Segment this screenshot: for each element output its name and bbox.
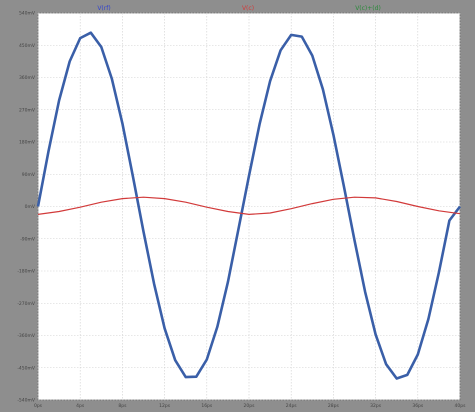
x-tick-label: 40ps <box>455 403 467 409</box>
y-tick-label: 360mV <box>19 75 36 81</box>
x-tick-label: 8ps <box>118 403 127 409</box>
x-tick-label: 36ps <box>412 403 424 409</box>
y-tick-label: -540mV <box>17 398 36 404</box>
series-layer <box>36 31 462 380</box>
x-tick-label: 32ps <box>370 403 382 409</box>
legend: V(rf) V(c) V(c)+(d) <box>97 5 380 12</box>
series-line-vrf <box>36 31 462 380</box>
y-tick-label: 540mV <box>19 11 36 17</box>
y-axis-ticks: 540mV 450mV 360mV 270mV 180mV 90mV 0mV -90mV -18… <box>17 11 36 404</box>
y-tick-label: -270mV <box>17 301 36 307</box>
legend-item-vc: V(c) <box>242 5 254 12</box>
y-tick-label: 90mV <box>22 172 36 178</box>
x-tick-label: 12ps <box>159 403 171 409</box>
y-tick-label: -450mV <box>17 365 36 371</box>
y-tick-label: 180mV <box>19 140 36 146</box>
x-tick-label: 28ps <box>328 403 340 409</box>
x-tick-label: 16ps <box>201 403 213 409</box>
series-line-vc <box>37 196 461 215</box>
x-tick-label: 24ps <box>286 403 298 409</box>
grid <box>37 12 461 401</box>
y-tick-label: 450mV <box>19 43 36 49</box>
legend-item-vrf: V(rf) <box>97 5 110 12</box>
y-tick-label: -360mV <box>17 333 36 339</box>
y-tick-label: -90mV <box>20 236 36 242</box>
y-tick-label: 270mV <box>19 107 36 113</box>
x-tick-label: 4ps <box>76 403 85 409</box>
x-axis-ticks: 0ps 4ps 8ps 12ps 16ps 20ps 24ps 28ps 32ps 36ps 40p… <box>34 403 466 409</box>
legend-item-vcd: V(c)+(d) <box>355 5 381 12</box>
x-tick-label: 20ps <box>244 403 256 409</box>
x-tick-label: 0ps <box>34 403 43 409</box>
y-tick-label: 0mV <box>25 204 36 210</box>
y-tick-label: -180mV <box>17 269 36 275</box>
